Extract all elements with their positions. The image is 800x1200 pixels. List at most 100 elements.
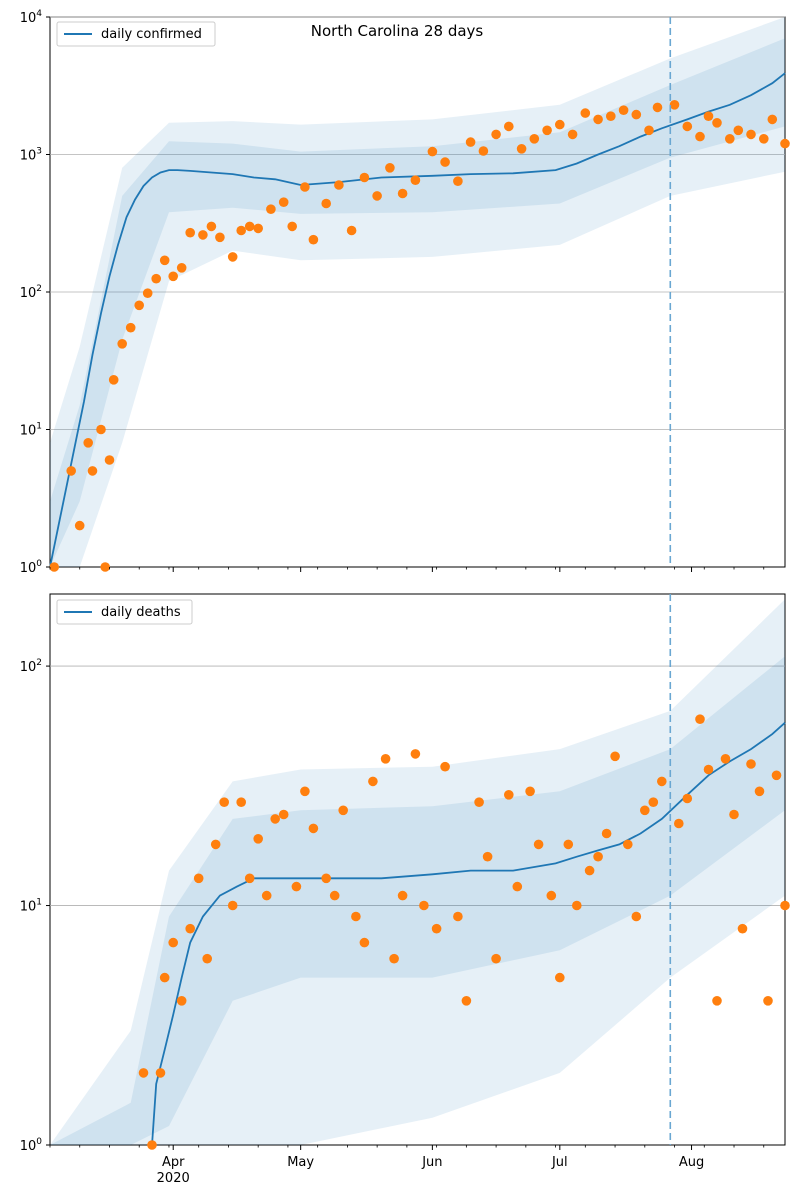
deaths-gridlines — [50, 665, 785, 906]
observed-point — [703, 764, 714, 775]
confirmed-y-axis: 100 101 102 103 104 — [20, 9, 50, 576]
observed-point — [669, 100, 680, 110]
observed-point — [504, 790, 514, 800]
observed-point — [419, 900, 429, 911]
observed-point — [278, 809, 289, 820]
observed-point — [108, 375, 119, 385]
deaths-observed-points — [138, 714, 790, 1150]
observed-point — [712, 118, 722, 128]
observed-point — [580, 108, 591, 118]
observed-point — [215, 232, 225, 243]
observed-point — [640, 805, 650, 816]
observed-point — [780, 138, 790, 149]
observed-point — [372, 191, 382, 201]
observed-point — [351, 911, 361, 922]
deaths-x-axis: Apr May Jun Jul Aug 2020 — [49, 1145, 765, 1186]
observed-point — [572, 900, 582, 911]
observed-point — [440, 157, 450, 167]
observed-point — [308, 234, 319, 245]
observed-point — [631, 911, 642, 922]
observed-point — [147, 1140, 157, 1150]
observed-point — [771, 770, 782, 781]
y-tick-label: 101 — [20, 898, 42, 915]
observed-point — [198, 230, 208, 240]
observed-point — [308, 823, 319, 834]
observed-point — [287, 221, 298, 232]
confidence-band — [50, 656, 785, 1145]
observed-point — [227, 252, 238, 262]
observed-point — [236, 797, 246, 807]
observed-point — [431, 923, 442, 934]
observed-point — [385, 163, 395, 173]
observed-point — [49, 562, 59, 572]
observed-point — [729, 809, 739, 820]
x-tick-label: Jul — [551, 1155, 568, 1170]
observed-point — [346, 225, 357, 236]
observed-point — [767, 114, 778, 125]
observed-point — [206, 221, 217, 232]
observed-point — [66, 466, 76, 476]
observed-point — [682, 793, 693, 804]
observed-point — [244, 873, 255, 884]
model-line — [151, 722, 786, 1146]
observed-point — [427, 146, 438, 157]
confirmed-legend: daily confirmed — [56, 21, 216, 47]
y-tick-label: 102 — [20, 284, 42, 301]
observed-point — [491, 129, 501, 140]
observed-point — [746, 129, 756, 140]
observed-point — [397, 188, 408, 199]
observed-point — [193, 873, 204, 884]
deaths-uncertainty-bands — [50, 599, 785, 1145]
observed-point — [610, 751, 620, 762]
observed-point — [601, 828, 612, 839]
y-tick-label: 102 — [20, 658, 42, 675]
observed-point — [555, 972, 565, 983]
observed-point — [546, 890, 557, 901]
deaths-y-axis: 100 101 102 — [20, 658, 50, 1154]
observed-point — [516, 144, 527, 154]
observed-point — [125, 322, 136, 333]
observed-point — [397, 890, 408, 901]
observed-point — [533, 839, 544, 850]
observed-point — [504, 121, 514, 132]
observed-point — [227, 900, 238, 911]
observed-point — [648, 797, 659, 807]
observed-point — [593, 851, 603, 862]
observed-point — [389, 953, 399, 964]
observed-point — [631, 109, 642, 120]
model-line — [49, 72, 786, 568]
deaths-panel: 100 101 102 Apr May Jun Jul Aug 2020 daily deat… — [20, 593, 790, 1186]
observed-point — [754, 786, 765, 797]
observed-point — [185, 227, 195, 238]
observed-point — [657, 776, 667, 787]
x-year-label: 2020 — [157, 1171, 190, 1186]
observed-point — [410, 749, 421, 759]
observed-point — [593, 114, 603, 125]
observed-point — [695, 131, 705, 142]
observed-point — [780, 900, 790, 911]
observed-point — [453, 176, 463, 186]
observed-point — [759, 134, 769, 144]
observed-point — [542, 125, 552, 136]
observed-point — [746, 759, 756, 769]
observed-point — [168, 937, 178, 948]
chart-title: North Carolina 28 days — [311, 22, 484, 40]
observed-point — [74, 520, 85, 531]
observed-point — [474, 797, 484, 807]
observed-point — [96, 424, 106, 435]
deaths-legend-label: daily deaths — [101, 605, 181, 620]
observed-point — [410, 175, 421, 185]
observed-point — [176, 263, 187, 273]
observed-point — [300, 182, 310, 192]
confidence-band — [50, 599, 785, 1145]
x-tick-label: Apr — [162, 1155, 185, 1170]
observed-point — [142, 288, 153, 299]
observed-point — [219, 797, 229, 807]
observed-point — [368, 776, 378, 787]
observed-point — [329, 890, 340, 901]
y-tick-label: 104 — [20, 9, 43, 26]
observed-point — [104, 455, 115, 465]
observed-point — [440, 761, 450, 772]
observed-point — [563, 839, 574, 850]
